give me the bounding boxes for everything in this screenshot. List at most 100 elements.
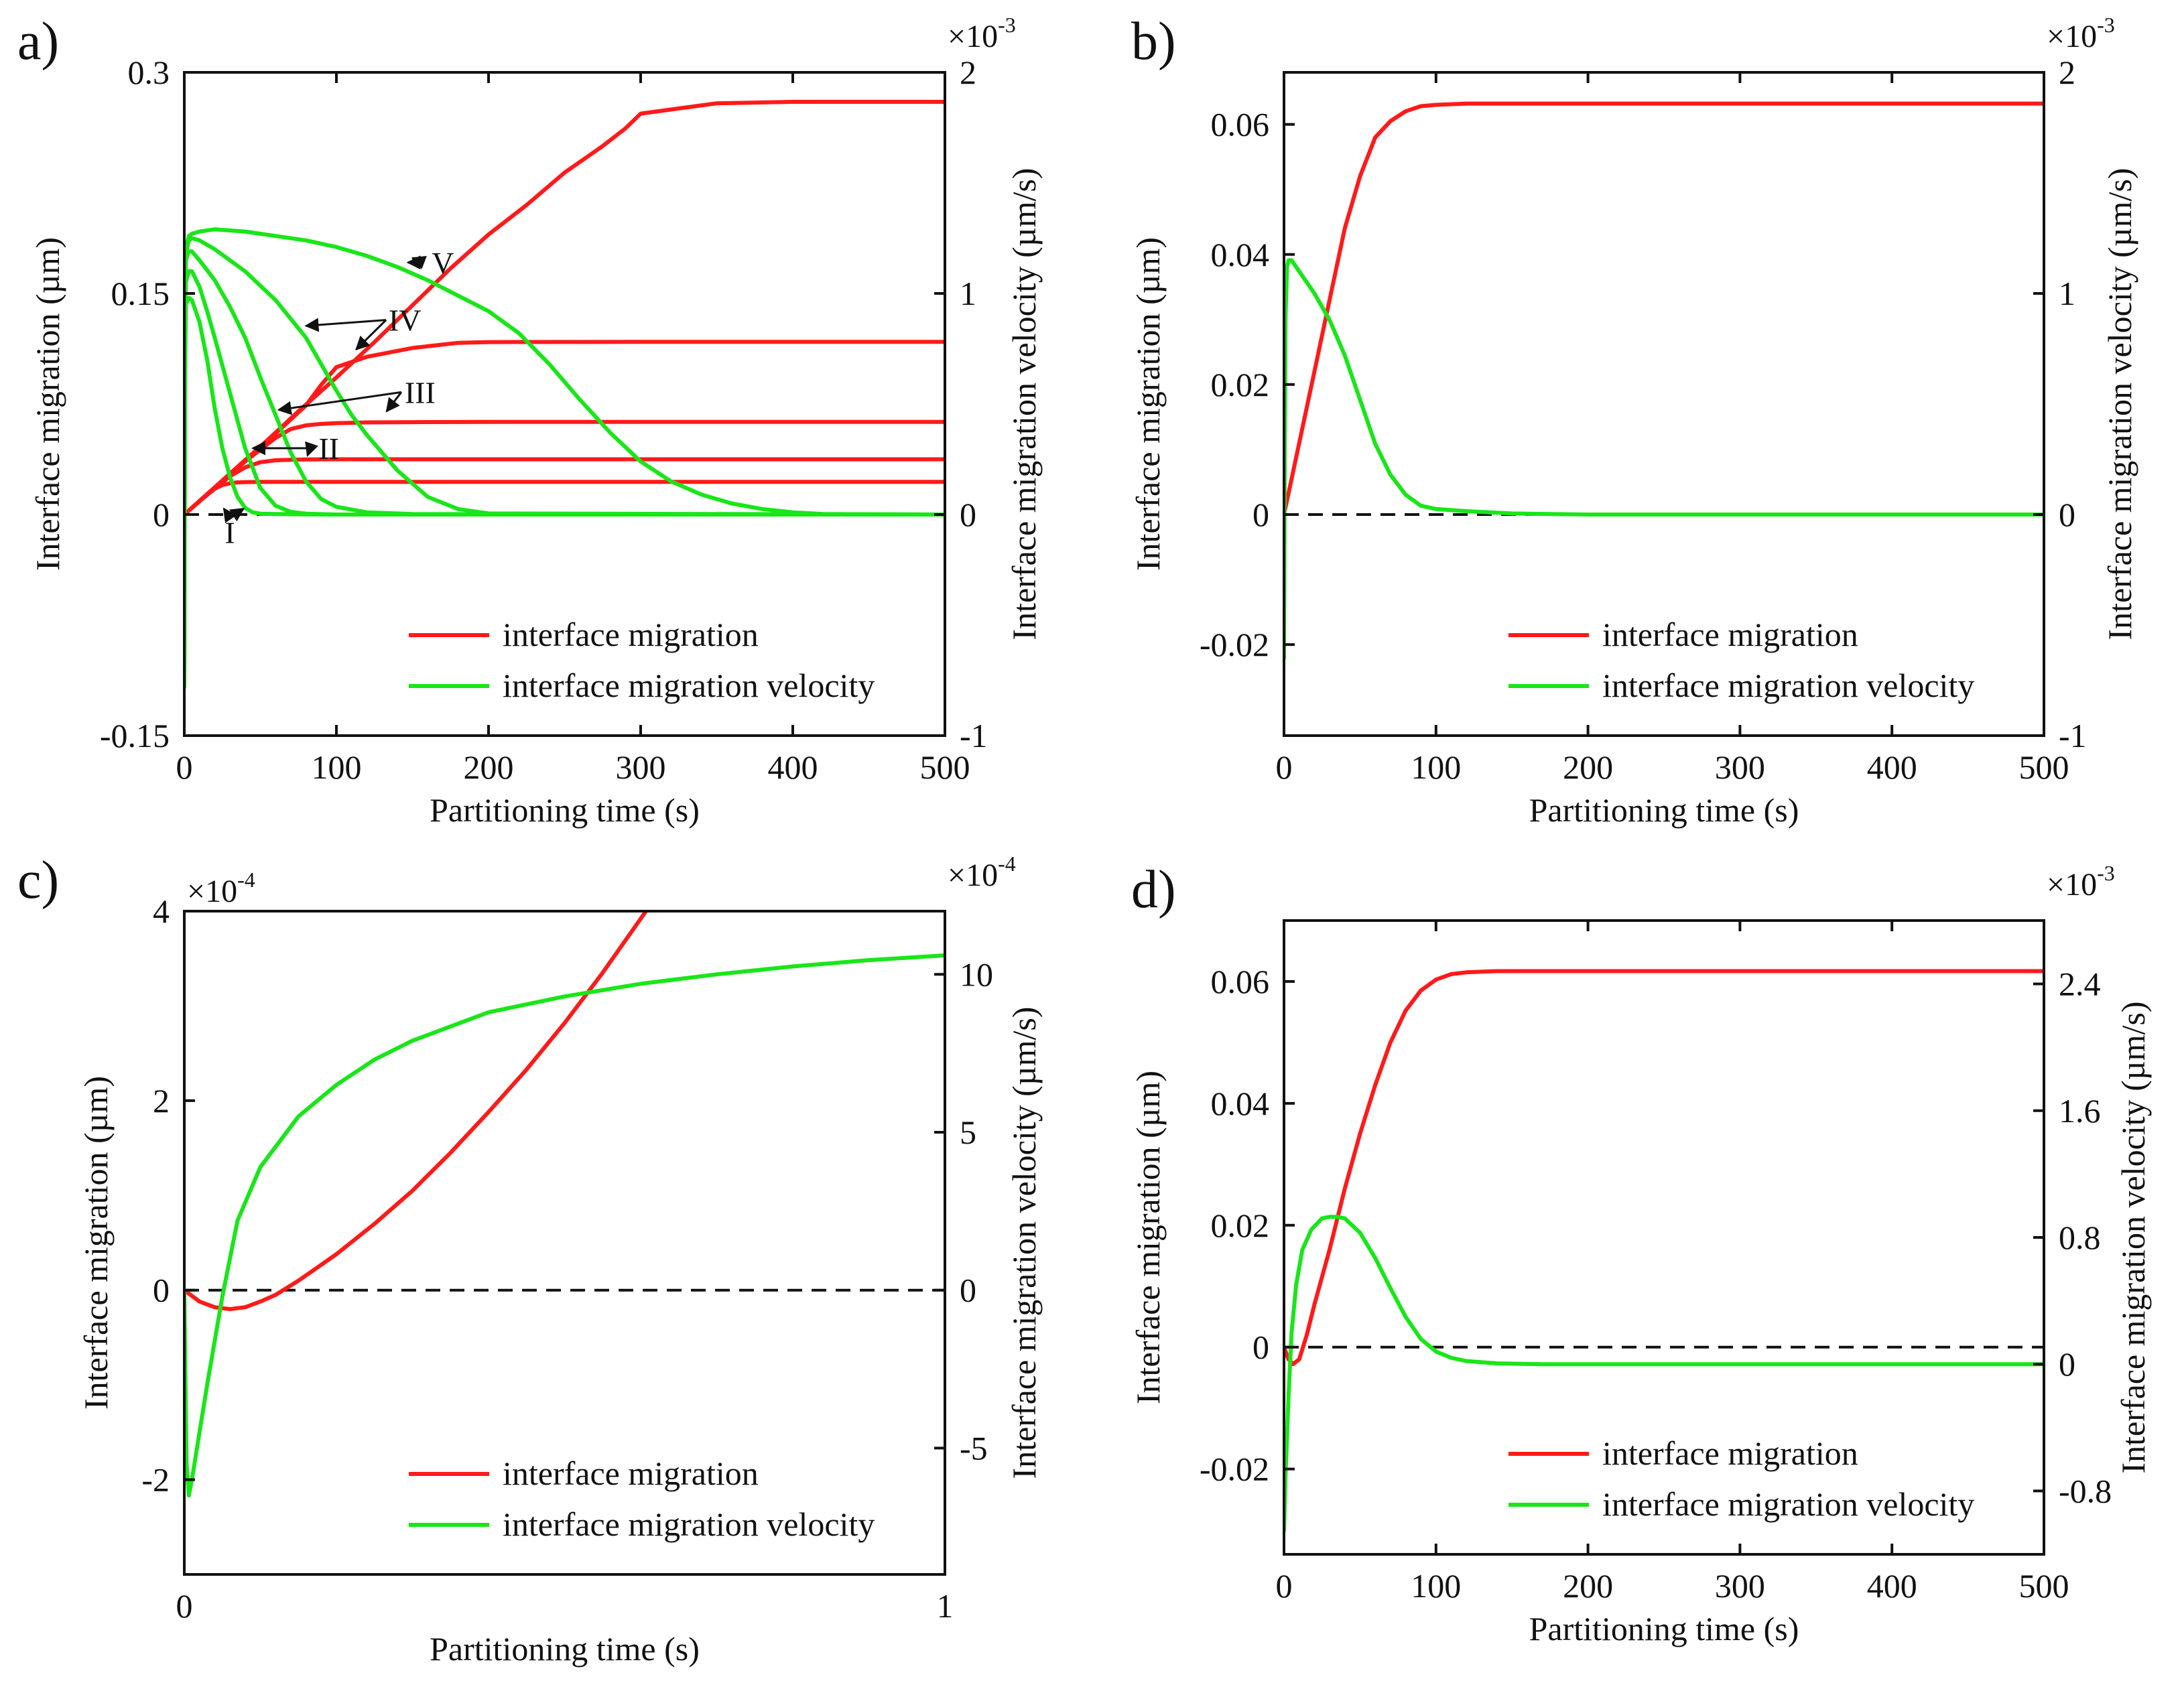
legend-label-a-0: interface migration	[503, 616, 759, 653]
x-tick-label-c-0: 0	[176, 1587, 193, 1625]
y2-tick-label-b-2: 1	[2059, 275, 2075, 312]
x-tick-label-a-2: 200	[464, 748, 514, 786]
panel-letter-a: a)	[17, 12, 59, 71]
y-tick-label-c-0: -2	[141, 1461, 170, 1499]
legend-label-b-0: interface migration	[1602, 616, 1858, 653]
migration-line-b-0	[1284, 101, 2044, 517]
migration-line-d-0	[1284, 969, 2044, 1367]
velocity-line-a-I-5	[184, 295, 945, 689]
y2-axis-title-a: Interface migration velocity (µm/s)	[1005, 168, 1043, 640]
x-tick-label-d-3: 300	[1715, 1567, 1765, 1605]
annotation-arrow-III-1	[385, 391, 403, 413]
series-group-c	[184, 911, 945, 1498]
x-tick-label-a-5: 500	[920, 748, 970, 786]
velocity-line-a-III-7	[184, 249, 945, 689]
velocity-line-a-V-9	[184, 227, 945, 689]
y-tick-label-b-4: 0.06	[1211, 106, 1270, 143]
y-tick-label-b-1: 0	[1252, 496, 1269, 533]
panel-letter-c: c)	[17, 851, 59, 910]
legend-label-c-1: interface migration velocity	[503, 1505, 875, 1543]
panel-letter-d: d)	[1131, 860, 1176, 919]
y2-tick-label-d-3: 1.6	[2059, 1092, 2101, 1130]
x-tick-label-d-2: 200	[1563, 1567, 1613, 1605]
y-tick-label-d-3: 0.04	[1211, 1085, 1270, 1122]
x-axis-title-d: Partitioning time (s)	[1529, 1610, 1799, 1647]
y2-tick-label-c-1: 0	[960, 1272, 976, 1309]
y2-tick-label-d-1: 0	[2059, 1345, 2075, 1383]
y-tick-label-c-2: 2	[153, 1082, 170, 1120]
y2-axis-title-b: Interface migration velocity (µm/s)	[2101, 168, 2138, 640]
annotation-arrow-III-0	[277, 391, 402, 415]
y-tick-label-d-4: 0.06	[1211, 963, 1270, 1000]
right-sci-multiplier-a: ×10-3	[948, 13, 1016, 54]
y-tick-label-b-2: 0.02	[1211, 366, 1270, 403]
panel-a: a)0 100 200 300 400 500-0.1500.150.3-1012×10-…	[17, 12, 1043, 829]
y2-tick-label-d-4: 2.4	[2059, 965, 2101, 1003]
annotation-arrow-II-1	[305, 441, 318, 457]
x-tick-label-d-4: 400	[1867, 1567, 1917, 1605]
curve-annotation-III: III	[405, 375, 436, 409]
y-tick-label-d-1: 0	[1252, 1329, 1269, 1366]
y-tick-label-b-3: 0.04	[1211, 236, 1270, 273]
y-tick-label-a-3: 0.3	[128, 54, 170, 91]
x-tick-label-b-0: 0	[1276, 748, 1293, 786]
y2-tick-label-c-0: -5	[960, 1429, 988, 1467]
legend-label-d-0: interface migration	[1602, 1434, 1858, 1472]
y-axis-title-d: Interface migration (µm)	[1129, 1071, 1167, 1404]
x-tick-label-d-5: 500	[2019, 1567, 2069, 1605]
migration-line-a-V-4	[184, 100, 945, 517]
velocity-line-b-1	[1284, 258, 2044, 661]
panel-letter-b: b)	[1131, 12, 1176, 71]
y2-tick-label-d-2: 0.8	[2059, 1219, 2101, 1256]
right-sci-multiplier-d: ×10-3	[2047, 861, 2115, 902]
y-tick-label-b-0: -0.02	[1200, 626, 1269, 663]
x-tick-label-d-1: 100	[1411, 1567, 1461, 1605]
y2-tick-label-d-0: -0.8	[2059, 1472, 2112, 1509]
plot-frame-c	[183, 910, 946, 1576]
legend-label-a-1: interface migration velocity	[503, 667, 875, 704]
y2-tick-label-c-2: 5	[960, 1113, 976, 1151]
y-tick-label-d-2: 0.02	[1211, 1207, 1270, 1244]
curve-annotation-I: I	[224, 515, 235, 549]
y2-tick-label-b-1: 0	[2059, 496, 2075, 533]
x-tick-label-d-0: 0	[1276, 1567, 1293, 1605]
y2-tick-label-a-1: 0	[960, 496, 976, 533]
series-group-b	[1284, 101, 2044, 661]
annotation-arrow-V-1	[411, 256, 427, 269]
x-tick-label-a-3: 300	[616, 748, 666, 786]
y2-tick-label-b-0: -1	[2059, 717, 2087, 754]
velocity-line-d-1	[1284, 1215, 2044, 1533]
x-axis-title-c: Partitioning time (s)	[430, 1630, 700, 1668]
y2-tick-label-c-3: 10	[960, 955, 993, 993]
curve-annotation-II: II	[318, 431, 339, 466]
panel-c: c) 0 1 -2 0 2 4 -5 0 5 10 ×10-4 ×10-4 Partitioning ti…	[17, 851, 1043, 1668]
x-tick-label-a-0: 0	[176, 748, 193, 786]
migration-line-c-0	[184, 911, 649, 1311]
velocity-line-c-1	[184, 953, 945, 1498]
y2-tick-label-a-0: -1	[960, 717, 988, 754]
y-tick-label-a-2: 0.15	[111, 275, 170, 312]
x-tick-label-b-4: 400	[1867, 748, 1917, 786]
plot-frame-a	[183, 71, 946, 737]
left-sci-multiplier-c: ×10-4	[187, 868, 255, 909]
x-axis-title-a: Partitioning time (s)	[430, 791, 700, 829]
annotation-arrow-I-1	[229, 507, 245, 522]
y-tick-label-c-3: 4	[153, 892, 170, 930]
series-group-a	[184, 100, 945, 689]
legend-label-c-0: interface migration	[503, 1455, 759, 1492]
x-tick-label-b-2: 200	[1563, 748, 1613, 786]
y2-axis-title-c: Interface migration velocity (µm/s)	[1005, 1007, 1043, 1479]
x-tick-label-a-4: 400	[768, 748, 818, 786]
right-sci-multiplier-b: ×10-3	[2047, 13, 2115, 54]
x-tick-label-b-1: 100	[1411, 748, 1461, 786]
y-tick-label-a-0: -0.15	[100, 717, 170, 754]
annotation-arrow-IV-1	[355, 319, 387, 351]
legend-label-d-1: interface migration velocity	[1602, 1485, 1974, 1523]
y-axis-title-a: Interface migration (µm)	[29, 237, 66, 571]
y-tick-label-d-0: -0.02	[1200, 1450, 1269, 1488]
plot-frame-b	[1283, 71, 2045, 737]
y-axis-title-b: Interface migration (µm)	[1129, 237, 1167, 571]
annotation-arrow-IV-0	[304, 318, 387, 332]
x-tick-label-b-3: 300	[1715, 748, 1765, 786]
